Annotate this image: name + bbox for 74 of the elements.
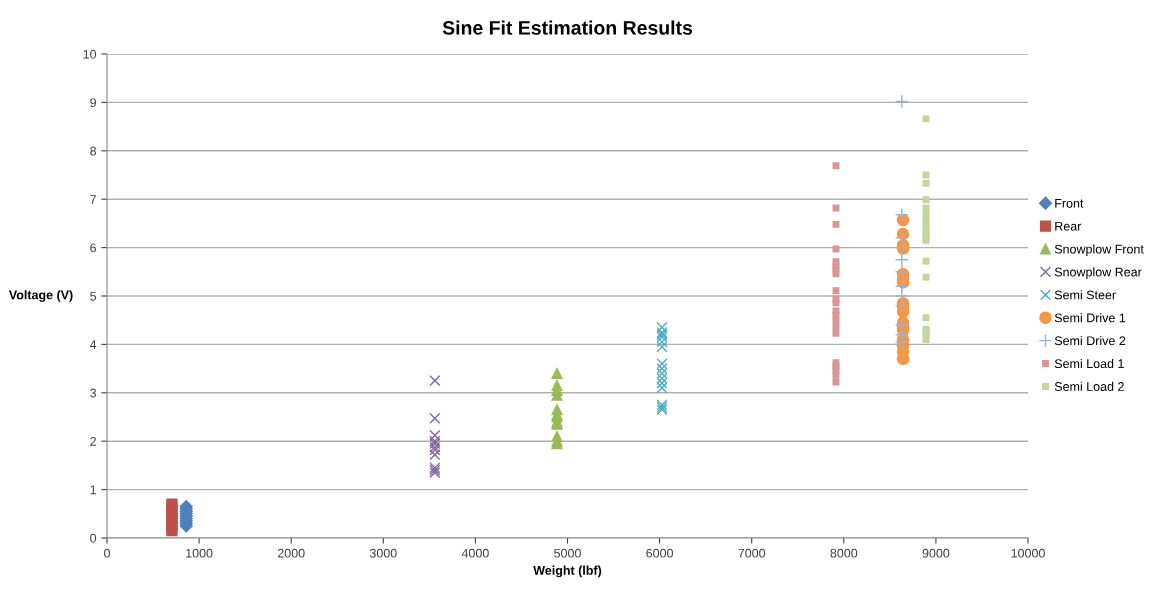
legend-label: Semi Load 1 bbox=[1054, 358, 1124, 369]
y-tick-label: 6 bbox=[90, 243, 97, 253]
point bbox=[832, 317, 840, 325]
point bbox=[656, 321, 668, 334]
y-tick-label: 3 bbox=[90, 388, 97, 398]
x-tick-label: 1000 bbox=[186, 548, 213, 558]
point bbox=[429, 375, 441, 387]
point bbox=[832, 204, 840, 212]
x-tick-label: 4000 bbox=[461, 548, 489, 558]
legend-label: Snowplow Front bbox=[1054, 244, 1144, 257]
x-tick-label: 7000 bbox=[738, 548, 766, 558]
legend-label: Rear bbox=[1055, 221, 1082, 231]
chart-title: Sine Fit Estimation Results bbox=[442, 20, 693, 35]
point bbox=[832, 162, 840, 170]
point bbox=[832, 287, 840, 295]
point bbox=[922, 314, 930, 322]
point bbox=[832, 245, 840, 253]
x-tick-label: 9000 bbox=[922, 548, 950, 558]
point bbox=[922, 179, 930, 187]
point bbox=[922, 336, 930, 344]
point bbox=[551, 367, 563, 379]
point bbox=[832, 311, 840, 319]
x-tick-label: 6000 bbox=[646, 548, 674, 558]
point bbox=[656, 341, 668, 353]
legend-label: Semi Steer bbox=[1054, 290, 1116, 300]
point bbox=[894, 94, 909, 109]
y-tick-label: 0 bbox=[90, 533, 97, 543]
point bbox=[656, 363, 668, 375]
point bbox=[922, 257, 930, 265]
y-tick-label: 5 bbox=[90, 291, 97, 301]
y-tick-label: 2 bbox=[90, 437, 96, 446]
point bbox=[922, 273, 930, 281]
point bbox=[922, 204, 930, 212]
point bbox=[832, 299, 840, 307]
point bbox=[429, 429, 441, 441]
x-tick-label: 10000 bbox=[1011, 548, 1045, 558]
x-tick-label: 0 bbox=[104, 548, 110, 558]
legend-label: Snowplow Rear bbox=[1054, 267, 1142, 279]
x-tick-label: 3000 bbox=[369, 548, 397, 558]
x-axis-title: Weight (lbf) bbox=[533, 565, 602, 578]
point bbox=[922, 171, 930, 179]
y-tick-label: 4 bbox=[89, 340, 97, 349]
point bbox=[832, 378, 840, 386]
point bbox=[656, 367, 668, 379]
point bbox=[894, 207, 909, 222]
point bbox=[832, 323, 840, 331]
point bbox=[429, 449, 441, 461]
point bbox=[922, 196, 930, 204]
legend-label: Semi Drive 1 bbox=[1054, 313, 1126, 323]
y-tick-label: 7 bbox=[90, 195, 96, 204]
point bbox=[922, 216, 930, 224]
y-axis-title: Voltage (V) bbox=[8, 290, 73, 302]
point bbox=[656, 377, 668, 389]
legend-label: Front bbox=[1055, 199, 1084, 208]
x-tick-label: 5000 bbox=[554, 548, 581, 558]
y-tick-label: 9 bbox=[90, 98, 96, 108]
point bbox=[656, 382, 668, 394]
point bbox=[832, 371, 840, 379]
y-tick-label: 10 bbox=[83, 49, 97, 59]
x-tick-label: 8000 bbox=[830, 548, 858, 558]
x-tick-label: 2000 bbox=[277, 548, 305, 558]
point bbox=[656, 336, 668, 348]
y-tick-label: 1 bbox=[90, 485, 96, 495]
legend-label: Semi Load 2 bbox=[1054, 381, 1124, 391]
point bbox=[894, 252, 909, 267]
point bbox=[922, 115, 930, 123]
point bbox=[832, 270, 840, 278]
point bbox=[429, 412, 441, 425]
legend-label: Semi Drive 2 bbox=[1054, 335, 1126, 346]
point bbox=[832, 220, 840, 228]
y-tick-label: 8 bbox=[90, 146, 97, 156]
point bbox=[832, 329, 840, 337]
point bbox=[656, 372, 668, 384]
point bbox=[656, 358, 668, 370]
